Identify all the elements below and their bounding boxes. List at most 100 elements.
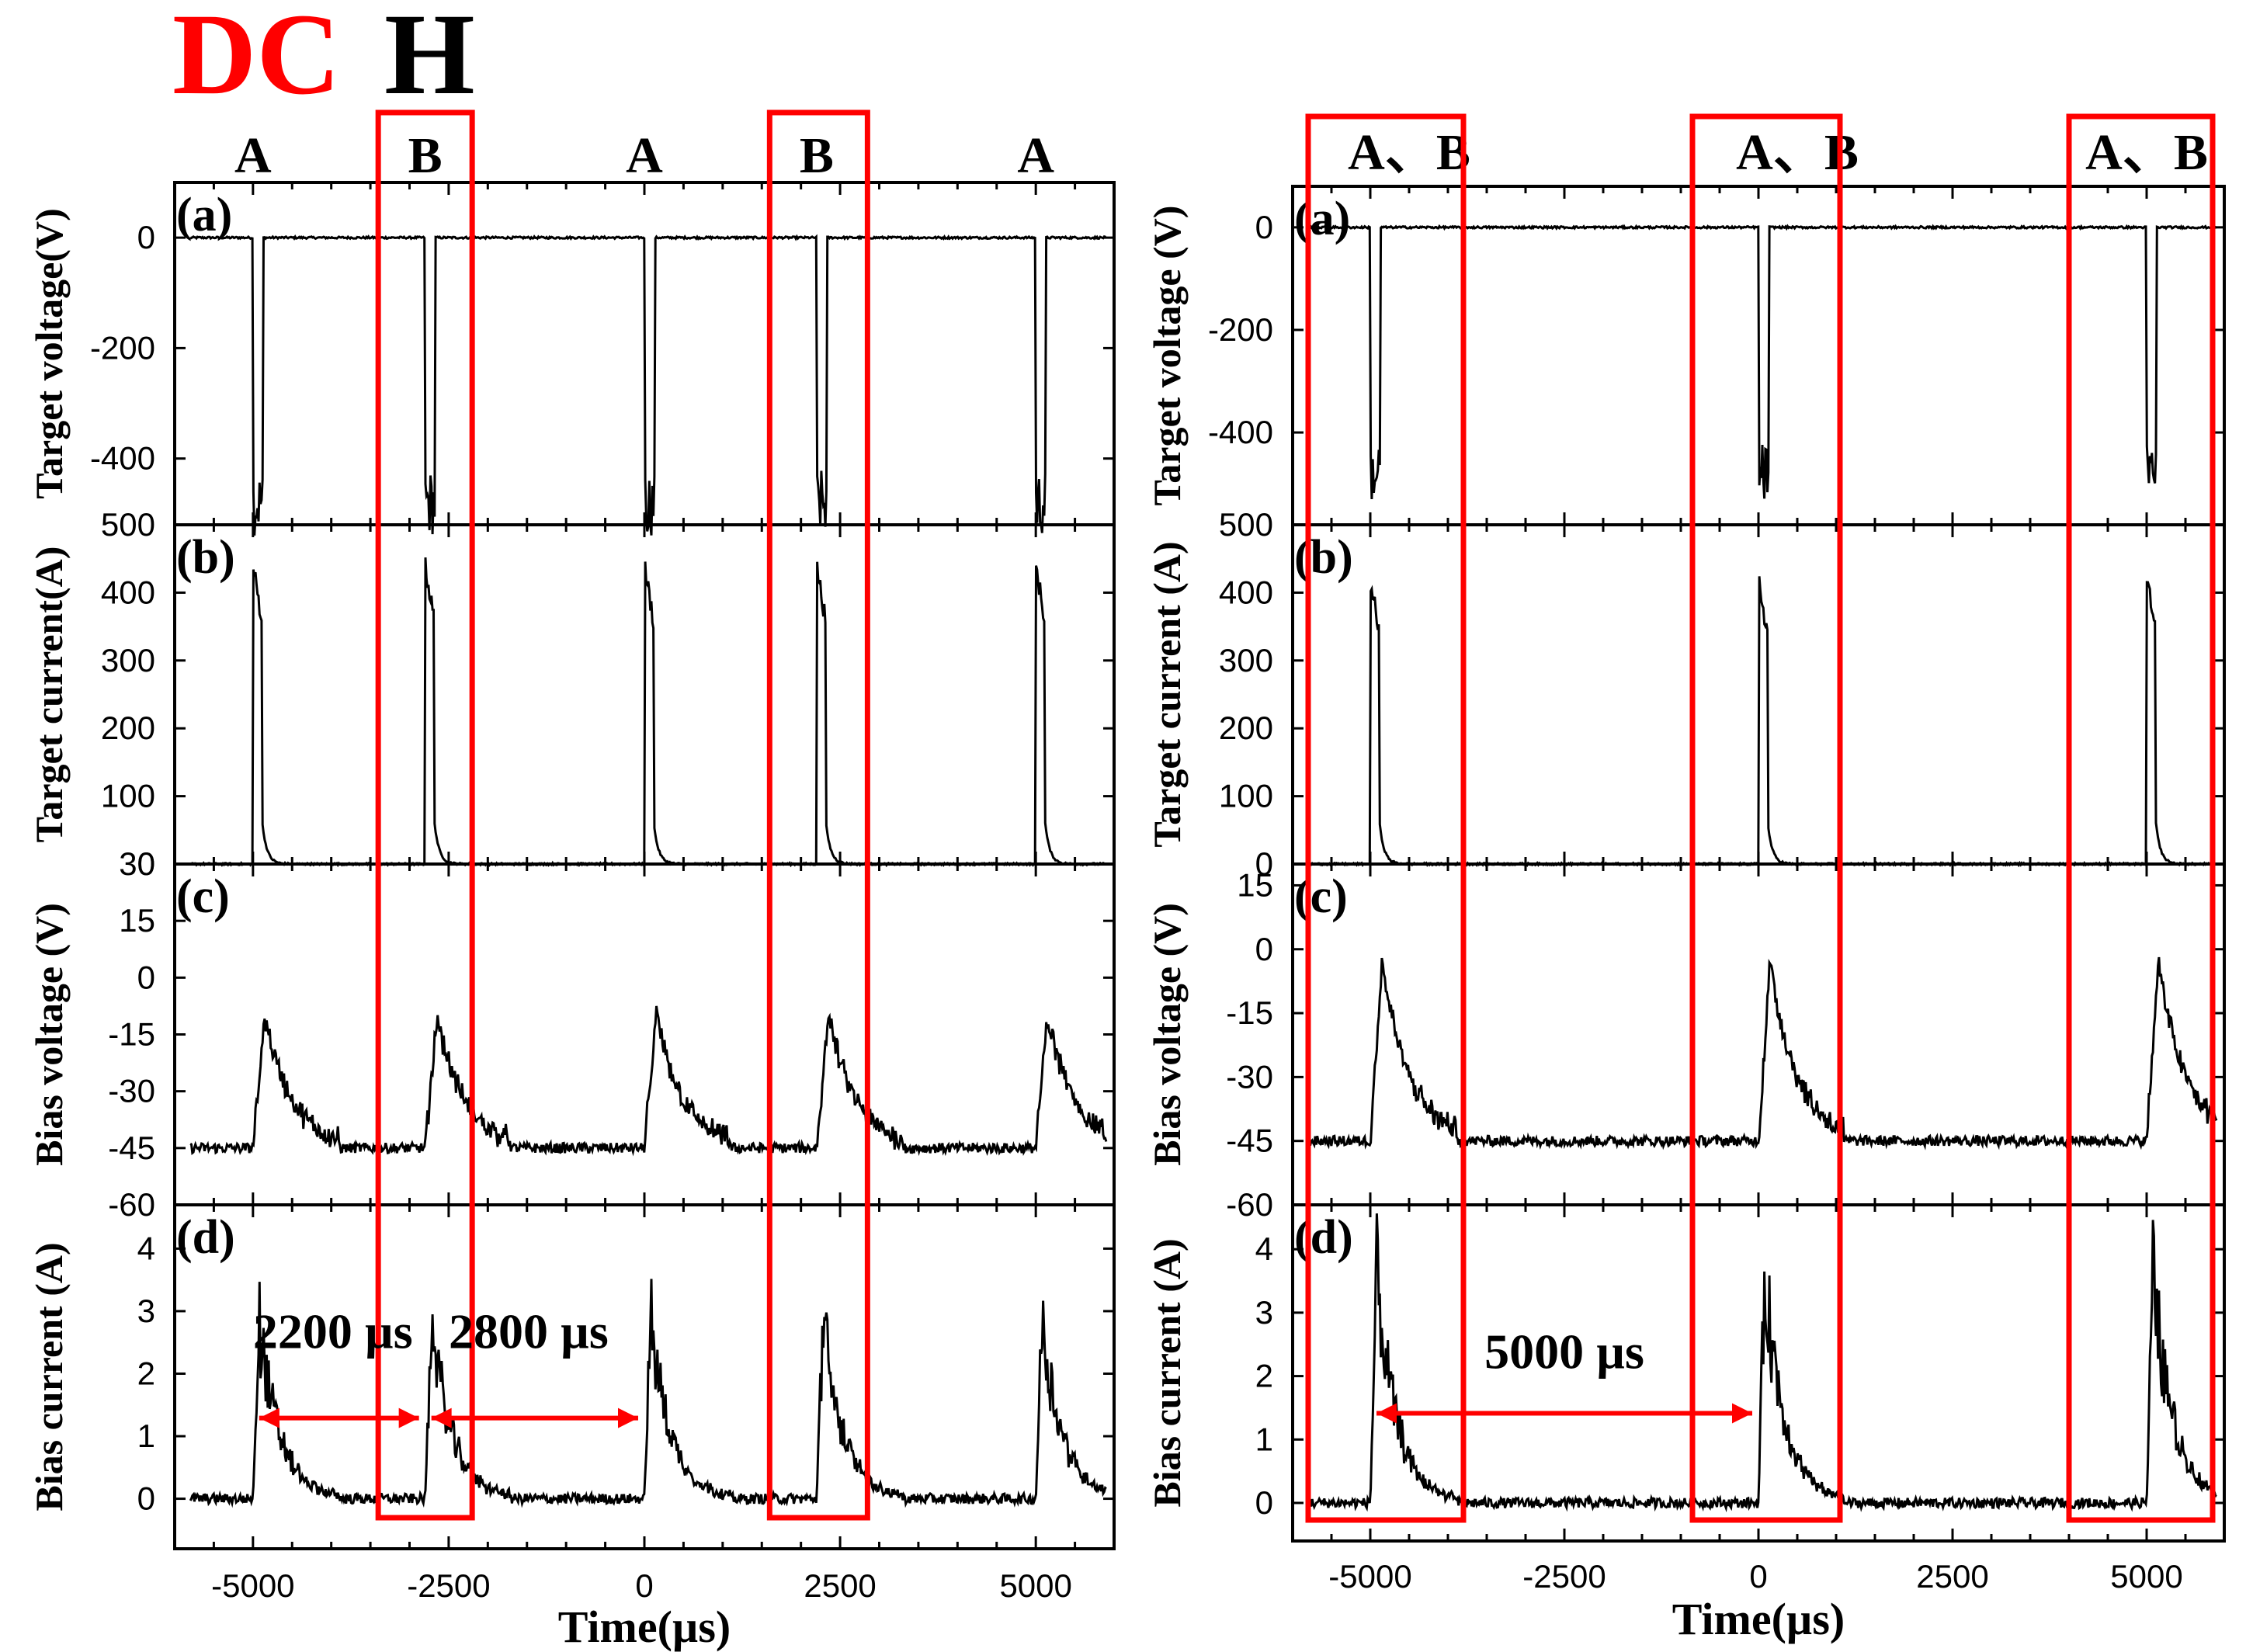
y-tick-label: -200	[1208, 311, 1273, 348]
series-line	[1307, 1213, 2217, 1513]
y-tick-label: -200	[90, 329, 155, 366]
y-tick-label: 400	[101, 574, 155, 610]
x-tick-label: 0	[635, 1567, 653, 1604]
series-line	[189, 234, 1107, 536]
y-tick-label: -15	[1226, 994, 1273, 1031]
y-tick-label: 0	[137, 219, 155, 255]
panel-b: 500 400 300 200 100 0 (b) Target current (A)	[1145, 506, 2226, 882]
panel-frame	[1291, 862, 2226, 1206]
interval-label: 2800 µs	[449, 1304, 609, 1359]
x-axis-label: Time(µs)	[558, 1602, 731, 1652]
pulse-label: A、B	[1348, 124, 1470, 181]
y-tick-label: -15	[108, 1016, 155, 1053]
x-tick-label: -5000	[1328, 1558, 1411, 1595]
y-tick-label: 500	[101, 506, 155, 543]
y-tick-label: 2	[137, 1355, 155, 1391]
panel-a: 0 -200 -400 (a) Target voltage(V)	[27, 181, 1116, 536]
y-tick-label: -45	[1226, 1123, 1273, 1159]
y-tick-label: 30	[119, 845, 155, 882]
panel-frame	[173, 862, 1116, 1206]
y-tick-label: 15	[119, 902, 155, 939]
y-tick-label: 0	[137, 959, 155, 995]
y-tick-label: 100	[101, 778, 155, 814]
series-line	[189, 1279, 1107, 1508]
h-label: H	[384, 0, 475, 119]
interval-label: 2200 µs	[253, 1304, 413, 1359]
x-tick-label: 5000	[999, 1567, 1071, 1604]
pulse-label: A	[1017, 127, 1054, 184]
arrow-head-left	[259, 1407, 279, 1428]
series-line	[1307, 956, 2218, 1150]
highlight-box	[766, 109, 870, 1521]
y-tick-label: 1	[137, 1418, 155, 1454]
y-tick-label: 200	[1219, 710, 1273, 746]
y-tick-label: 200	[101, 710, 155, 746]
panel-b: 500 400 300 200 100 0 (b) Target current(A)	[27, 506, 1116, 882]
y-tick-label: 0	[137, 1480, 155, 1517]
pulse-label: A	[234, 127, 272, 184]
y-tick-label: 300	[101, 642, 155, 678]
y-tick-label: -400	[1208, 414, 1273, 450]
arrow-head-left	[431, 1407, 452, 1428]
y-tick-label: 0	[1255, 1484, 1273, 1521]
highlight-box	[375, 109, 475, 1521]
pulse-label: B	[408, 127, 443, 184]
y-tick-label: 1	[1255, 1421, 1273, 1457]
panel-c: 30 15 0 -15 -30 -45 -60 (c) Bias voltage (V)	[27, 845, 1116, 1223]
y-tick-label: 0	[1255, 209, 1273, 245]
pulse-label: B	[800, 127, 834, 184]
panel-tag: (c)	[176, 870, 230, 923]
pulse-label: A	[626, 127, 663, 184]
series-line	[1307, 576, 2217, 868]
left-chart: 0-200-400(a)Target voltage(V)50040030020…	[27, 109, 1116, 1652]
y-tick-label: -60	[1226, 1186, 1273, 1223]
panel-a: 0 -200 -400 (a) Target voltage (V)	[1145, 185, 2226, 526]
series-line	[189, 1005, 1108, 1157]
y-tick-label: 3	[137, 1293, 155, 1329]
panel-c: 15 0 -15 -30 -45 -60 (c) Bias voltage (V)	[1145, 862, 2226, 1223]
y-axis-label: Target voltage (V)	[1145, 206, 1189, 506]
y-axis-label: Target current(A)	[27, 547, 71, 843]
x-tick-label: -2500	[407, 1567, 490, 1604]
interval-label: 5000 µs	[1484, 1324, 1644, 1379]
panel-d: 4 3 2 1 0 (d) Bias current (A)	[27, 1203, 1116, 1550]
x-tick-label: 2500	[1916, 1558, 1988, 1595]
highlight-box	[1689, 113, 1843, 1523]
panel-tag: (a)	[1294, 193, 1350, 245]
x-tick-label: -2500	[1522, 1558, 1606, 1595]
panel-tag: (c)	[1294, 870, 1348, 923]
y-tick-label: 0	[137, 845, 155, 882]
y-tick-label: 2	[1255, 1358, 1273, 1394]
y-tick-label: -60	[108, 1186, 155, 1223]
y-tick-label: -30	[1226, 1058, 1273, 1095]
y-axis-label: Bias voltage (V)	[27, 903, 71, 1166]
panel-tag: (d)	[176, 1211, 235, 1264]
series-line	[1307, 224, 2217, 500]
y-tick-label: 100	[1219, 778, 1273, 814]
panel-frame	[173, 1203, 1116, 1550]
panel-d: 4 3 2 1 0 (d) Bias current (A)	[1145, 1203, 2226, 1543]
panel-tag: (b)	[1294, 531, 1353, 584]
y-tick-label: 0	[1255, 931, 1273, 967]
y-axis-label: Bias voltage (V)	[1145, 903, 1189, 1166]
panel-tag: (a)	[176, 189, 232, 241]
arrow-head-left	[1376, 1403, 1397, 1424]
y-tick-label: 3	[1255, 1294, 1273, 1331]
arrow-head-right	[1732, 1403, 1752, 1424]
arrow-head-right	[398, 1407, 419, 1428]
arrow-head-right	[618, 1407, 638, 1428]
y-tick-label: 0	[1255, 845, 1273, 882]
dc-label: DC	[172, 0, 341, 119]
x-tick-label: 5000	[2110, 1558, 2182, 1595]
x-axis-label: Time(µs)	[1672, 1594, 1845, 1644]
y-tick-label: -45	[108, 1130, 155, 1166]
y-tick-label: 500	[1219, 506, 1273, 543]
y-axis-label: Bias current (A)	[27, 1242, 71, 1511]
x-tick-label: -5000	[211, 1567, 294, 1604]
y-axis-label: Bias current (A)	[1145, 1238, 1189, 1507]
y-axis-label: Target current (A)	[1145, 541, 1189, 847]
highlight-box	[1305, 113, 1467, 1523]
y-tick-label: 15	[1237, 866, 1273, 903]
panel-tag: (b)	[176, 531, 235, 584]
